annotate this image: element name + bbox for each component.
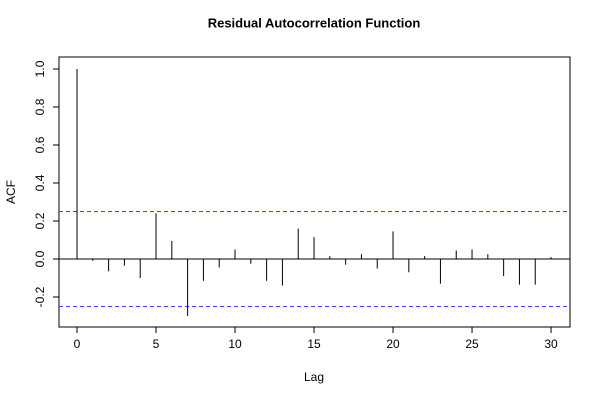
x-tick-label: 15 bbox=[307, 337, 321, 351]
plot-frame bbox=[58, 56, 571, 328]
x-tick-label: 10 bbox=[228, 337, 242, 351]
chart-title: Residual Autocorrelation Function bbox=[208, 15, 421, 30]
y-tick-label: 0.6 bbox=[33, 136, 47, 153]
y-axis-label: ACF bbox=[4, 180, 18, 204]
y-tick-label: 0.8 bbox=[33, 98, 47, 115]
y-tick-label: 0.4 bbox=[33, 174, 47, 191]
x-tick-label: 25 bbox=[465, 337, 479, 351]
y-tick-label: 0.2 bbox=[33, 212, 47, 229]
x-tick-label: 30 bbox=[544, 337, 558, 351]
x-tick-label: 0 bbox=[74, 337, 81, 351]
y-tick-label: 1.0 bbox=[33, 60, 47, 77]
y-tick-label: -0.2 bbox=[33, 286, 47, 307]
x-axis-label: Lag bbox=[304, 370, 324, 384]
x-tick-label: 5 bbox=[153, 337, 160, 351]
x-tick-label: 20 bbox=[386, 337, 400, 351]
y-tick-label: 0.0 bbox=[33, 250, 47, 267]
